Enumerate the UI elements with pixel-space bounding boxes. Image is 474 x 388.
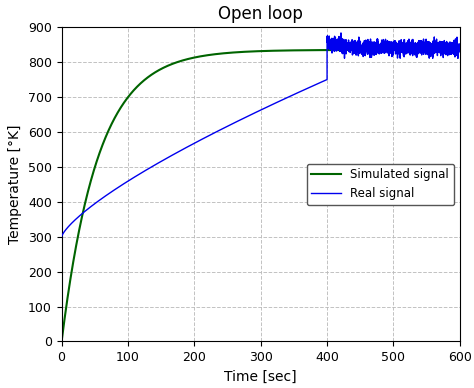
Line: Real signal: Real signal	[62, 33, 460, 237]
X-axis label: Time [sec]: Time [sec]	[224, 370, 297, 384]
Real signal	[59, 234, 64, 239]
Simulated signal	[151, 71, 157, 75]
Simulated signal	[154, 69, 159, 74]
Real signal	[457, 48, 463, 53]
Simulated signal	[209, 52, 215, 57]
Y-axis label: Temperature [°K]: Temperature [°K]	[9, 125, 22, 244]
Real signal	[154, 161, 160, 166]
Legend: Simulated signal, Real signal: Simulated signal, Real signal	[307, 164, 454, 205]
Line: Simulated signal: Simulated signal	[62, 50, 460, 341]
Simulated signal	[155, 68, 161, 73]
Simulated signal	[454, 48, 459, 52]
Simulated signal	[59, 339, 64, 344]
Simulated signal	[237, 50, 243, 54]
Real signal	[413, 51, 419, 55]
Simulated signal	[457, 48, 463, 52]
Real signal	[127, 178, 132, 182]
Real signal	[338, 31, 344, 35]
Title: Open loop: Open loop	[218, 5, 303, 23]
Real signal	[69, 220, 75, 225]
Real signal	[340, 47, 346, 52]
Real signal	[392, 46, 398, 50]
